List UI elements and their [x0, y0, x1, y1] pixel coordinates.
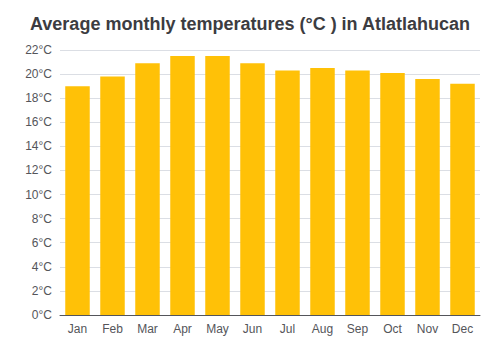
- svg-text:20°C: 20°C: [25, 67, 52, 81]
- svg-text:22°C: 22°C: [25, 43, 52, 57]
- svg-text:16°C: 16°C: [25, 115, 52, 129]
- svg-text:12°C: 12°C: [25, 163, 52, 177]
- svg-text:Average monthly temperatures (: Average monthly temperatures (°C ) in At…: [30, 14, 470, 34]
- svg-text:14°C: 14°C: [25, 139, 52, 153]
- svg-text:May: May: [206, 322, 229, 336]
- svg-text:Feb: Feb: [102, 322, 123, 336]
- svg-text:Nov: Nov: [417, 322, 438, 336]
- svg-text:10°C: 10°C: [25, 188, 52, 202]
- svg-text:6°C: 6°C: [32, 236, 52, 250]
- svg-text:2°C: 2°C: [32, 284, 52, 298]
- svg-text:Aug: Aug: [312, 322, 333, 336]
- svg-text:8°C: 8°C: [32, 212, 52, 226]
- svg-text:Jul: Jul: [280, 322, 295, 336]
- svg-text:0°C: 0°C: [32, 308, 52, 322]
- svg-text:Jun: Jun: [243, 322, 262, 336]
- svg-text:Jan: Jan: [68, 322, 87, 336]
- svg-text:Dec: Dec: [452, 322, 473, 336]
- svg-text:Mar: Mar: [137, 322, 158, 336]
- svg-text:Apr: Apr: [173, 322, 192, 336]
- svg-text:Sep: Sep: [347, 322, 369, 336]
- svg-text:Oct: Oct: [383, 322, 402, 336]
- svg-text:4°C: 4°C: [32, 260, 52, 274]
- svg-text:18°C: 18°C: [25, 91, 52, 105]
